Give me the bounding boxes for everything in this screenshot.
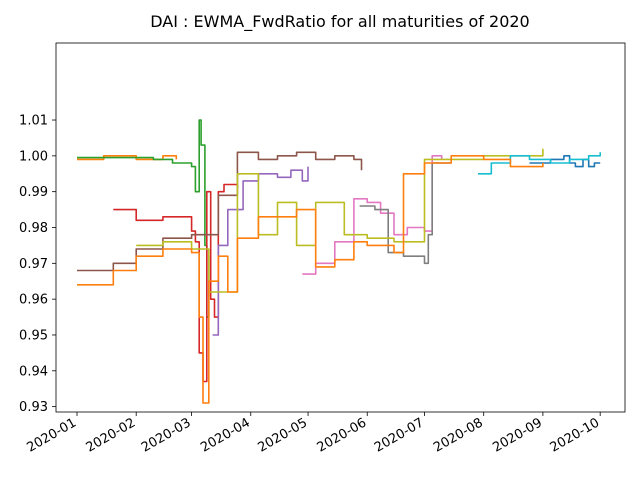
plot-frame	[55, 42, 626, 413]
x-tick-label: 2020-01	[24, 415, 79, 455]
y-tick-label: 1.00	[19, 149, 48, 164]
y-tick-label: 0.93	[19, 400, 48, 415]
series-line-5	[212, 166, 309, 336]
x-tick-label: 2020-08	[431, 415, 486, 455]
y-tick-label: 0.94	[19, 364, 48, 379]
y-tick-label: 0.99	[19, 185, 48, 200]
y-tick-label: 1.01	[19, 114, 48, 129]
y-axis: 0.93 0.94 0.95 0.96 0.97 0.98 0.99 1.00 1.01	[19, 114, 56, 415]
chart-title: DAI : EWMA_FwdRatio for all maturities o…	[150, 12, 529, 32]
y-tick-label: 0.96	[19, 293, 48, 308]
series-line-7	[302, 155, 443, 275]
plot-area	[55, 42, 626, 413]
x-tick-label: 2020-03	[139, 415, 194, 455]
x-tick-label: 2020-04	[198, 415, 253, 455]
series-line-8	[359, 162, 452, 265]
series-line-11	[77, 155, 544, 404]
y-tick-label: 0.97	[19, 257, 48, 272]
x-tick-label: 2020-02	[84, 415, 139, 455]
x-tick-label: 2020-09	[490, 415, 545, 455]
series-line-10	[478, 152, 601, 175]
x-axis: 2020-01 2020-02 2020-03 2020-04 2020-05 2020-…	[24, 412, 602, 456]
y-tick-label: 0.95	[19, 328, 48, 343]
series-line-6	[77, 151, 363, 272]
series-line-3	[77, 119, 210, 318]
y-tick-label: 0.98	[19, 221, 48, 236]
x-tick-label: 2020-05	[255, 415, 310, 455]
series-line-1	[529, 155, 601, 168]
x-tick-label: 2020-07	[372, 415, 427, 455]
series-line-9	[136, 148, 544, 293]
x-tick-label: 2020-06	[315, 415, 370, 455]
x-tick-label: 2020-10	[548, 415, 603, 455]
